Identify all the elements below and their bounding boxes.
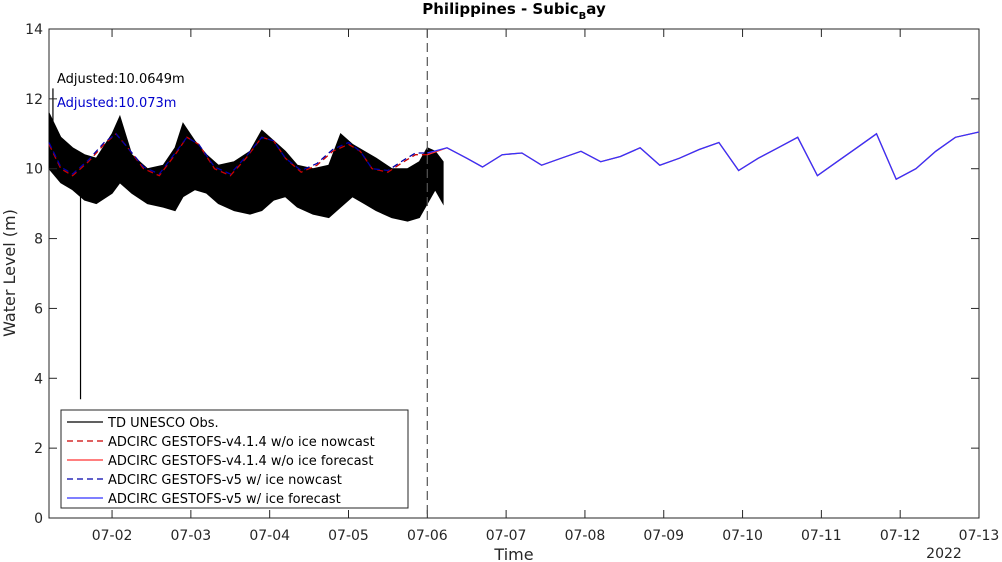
ticks-layer: 0 2 4 6 8 10 12 14 07-02 07-03 07-04 07-05 07-06 07-0…: [25, 22, 999, 544]
x-tick-label-07-03: 07-03: [171, 528, 212, 544]
legend: TD UNESCO Obs. ADCIRC GESTOFS-v4.1.4 w/o …: [60, 409, 409, 509]
series-adcirc-gestofs-v4-1-4-w-o-ice-nowcast-line: [48, 132, 428, 177]
y-tick-label-0: 0: [34, 511, 43, 527]
annotation-adjusted-obs: Adjusted:10.0649m: [57, 72, 185, 87]
x-tick-label-07-08: 07-08: [565, 528, 606, 544]
y-tick-label-2: 2: [34, 441, 43, 457]
x-tick-label-07-04: 07-04: [249, 528, 290, 544]
x-axis-title: Time: [493, 545, 533, 562]
legend-label-1: ADCIRC GESTOFS-v4.1.4 w/o ice nowcast: [108, 435, 375, 450]
chart-title: Philippines - SubicBay: [422, 0, 606, 22]
chart-title-subscript: B: [579, 11, 587, 22]
y-tick-label-4: 4: [34, 371, 43, 387]
y-tick-label-6: 6: [34, 301, 43, 317]
series-adcirc-gestofs-v5-w-ice-forecast-line: [427, 131, 980, 181]
legend-label-3: ADCIRC GESTOFS-v5 w/ ice nowcast: [108, 473, 342, 488]
series-adcirc-gestofs-v5-w-ice-nowcast-line: [48, 132, 428, 175]
x-tick-label-07-07: 07-07: [486, 528, 527, 544]
chart-title-main: Philippines - Subic: [422, 0, 578, 18]
x-tick-label-07-06: 07-06: [407, 528, 448, 544]
legend-label-2: ADCIRC GESTOFS-v4.1.4 w/o ice forecast: [108, 454, 373, 469]
legend-label-4: ADCIRC GESTOFS-v5 w/ ice forecast: [108, 492, 341, 507]
x-tick-label-07-12: 07-12: [880, 528, 921, 544]
x-tick-label-07-11: 07-11: [801, 528, 842, 544]
y-tick-label-8: 8: [34, 232, 43, 248]
legend-items: TD UNESCO Obs. ADCIRC GESTOFS-v4.1.4 w/o …: [67, 416, 375, 507]
x-tick-label-07-02: 07-02: [92, 528, 133, 544]
x-tick-label-07-10: 07-10: [722, 528, 763, 544]
legend-box: [60, 409, 409, 509]
x-tick-label-07-09: 07-09: [643, 528, 684, 544]
y-tick-label-12: 12: [25, 92, 43, 108]
series-layer: [48, 88, 980, 400]
series-td-unesco-obs-envelope: [48, 112, 444, 222]
x-tick-label-07-05: 07-05: [328, 528, 369, 544]
annotation-adjusted-model: Adjusted:10.073m: [57, 96, 176, 111]
y-tick-label-10: 10: [25, 162, 43, 178]
legend-label-0: TD UNESCO Obs.: [107, 416, 219, 431]
y-axis-title: Water Level (m): [0, 209, 19, 337]
y-tick-label-14: 14: [25, 22, 43, 38]
chart-title-suffix: ay: [586, 0, 606, 18]
x-axis-year-label: 2022: [926, 546, 962, 562]
x-tick-label-07-13: 07-13: [959, 528, 1000, 544]
